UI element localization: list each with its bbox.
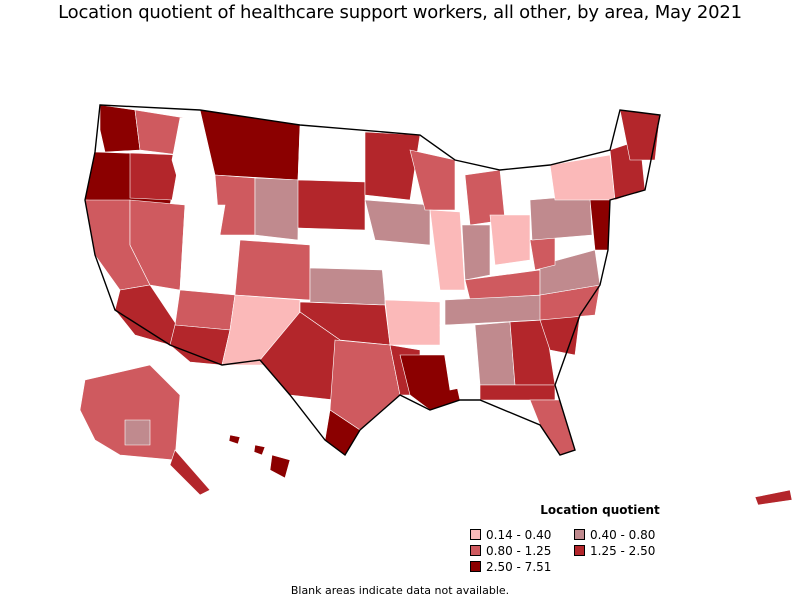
region-arizona-south[interactable] (169, 324, 231, 366)
region-illinois[interactable] (429, 209, 466, 291)
region-hawaii-oahu[interactable] (228, 434, 241, 445)
legend-item: 0.80 - 1.25 (470, 543, 574, 558)
legend-label: 1.25 - 2.50 (590, 543, 656, 558)
region-washington-west[interactable] (99, 104, 141, 153)
region-west-virginia[interactable] (529, 234, 556, 271)
region-nebraska[interactable] (297, 227, 381, 271)
region-hawaii-maui[interactable] (253, 444, 266, 456)
legend-swatch (470, 561, 481, 572)
region-mississippi[interactable] (439, 324, 476, 391)
region-tennessee[interactable] (444, 294, 546, 326)
alaska (79, 364, 211, 496)
region-minnesota[interactable] (364, 131, 421, 201)
region-indiana[interactable] (461, 224, 491, 281)
puerto-rico (754, 489, 793, 506)
legend-swatch (470, 529, 481, 540)
region-nevada[interactable] (129, 199, 186, 291)
map-legend: Location quotient 0.14 - 0.40 0.40 - 0.8… (470, 503, 720, 574)
region-kansas[interactable] (309, 267, 386, 306)
region-south-dakota[interactable] (297, 179, 366, 231)
region-arkansas[interactable] (384, 299, 441, 346)
legend-swatch (574, 545, 585, 556)
legend-label: 0.14 - 0.40 (486, 527, 552, 542)
legend-title: Location quotient (540, 503, 660, 517)
legend-item: 0.40 - 0.80 (574, 527, 694, 542)
region-iowa[interactable] (364, 199, 431, 246)
region-alaska-main[interactable] (79, 364, 181, 461)
us-choropleth-map (79, 104, 793, 506)
legend-items: 0.14 - 0.40 0.40 - 0.80 0.80 - 1.25 1.25… (470, 527, 720, 574)
legend-item: 2.50 - 7.51 (470, 559, 574, 574)
legend-item: 1.25 - 2.50 (574, 543, 694, 558)
region-oregon-east[interactable] (129, 152, 181, 201)
region-mid-atlantic[interactable] (589, 199, 611, 251)
region-wyoming-east[interactable] (254, 177, 301, 241)
map-title: Location quotient of healthcare support … (58, 2, 742, 23)
hawaii (228, 434, 291, 479)
region-arizona-north[interactable] (174, 289, 236, 331)
region-alabama[interactable] (474, 321, 516, 386)
region-hawaii-big-island[interactable] (269, 454, 291, 479)
legend-label: 0.80 - 1.25 (486, 543, 552, 558)
region-north-dakota[interactable] (297, 127, 366, 181)
region-texas-central[interactable] (329, 339, 401, 431)
region-florida-panhandle[interactable] (479, 384, 556, 401)
legend-swatch (470, 545, 481, 556)
region-alaska-southeast[interactable] (169, 449, 211, 496)
region-california-south[interactable] (114, 284, 181, 346)
region-puerto-rico[interactable] (754, 489, 793, 506)
region-ohio[interactable] (489, 214, 531, 266)
legend-label: 2.50 - 7.51 (486, 559, 552, 574)
region-pennsylvania[interactable] (529, 194, 593, 241)
blank-areas-note: Blank areas indicate data not available. (290, 584, 510, 597)
legend-label: 0.40 - 0.80 (590, 527, 656, 542)
region-wisconsin[interactable] (409, 149, 456, 211)
region-colorado[interactable] (234, 239, 311, 301)
us-outline (84, 104, 661, 457)
region-montana[interactable] (199, 109, 301, 181)
region-new-york[interactable] (549, 154, 616, 201)
region-alaska-central[interactable] (124, 419, 151, 446)
legend-item: 0.14 - 0.40 (470, 527, 574, 542)
legend-swatch (574, 529, 585, 540)
